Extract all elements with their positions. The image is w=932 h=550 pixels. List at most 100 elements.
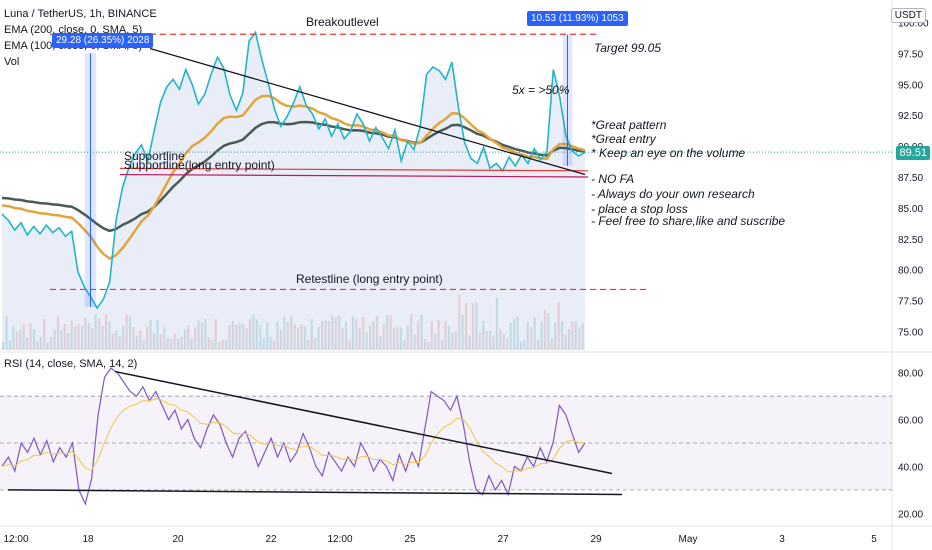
volume-bar	[478, 332, 481, 350]
volume-bar	[94, 314, 97, 350]
volume-bar	[324, 320, 327, 350]
volume-bar	[516, 316, 519, 350]
volume-bar	[156, 319, 159, 350]
note-volume: * Keep an eye on the volume	[591, 146, 746, 160]
volume-bar	[139, 330, 142, 350]
volume-bar	[176, 338, 180, 350]
volume-bar	[571, 321, 574, 350]
volume-bar	[266, 322, 269, 350]
price-tick-label: 85.00	[898, 204, 923, 215]
volume-bar	[231, 320, 234, 350]
volume-bar	[238, 323, 241, 350]
measure-tag-right: 10.53 (11.93%) 1053	[527, 11, 628, 26]
volume-bar	[543, 309, 547, 350]
volume-bar	[386, 315, 389, 350]
volume-bar	[382, 324, 385, 350]
volume-bar	[118, 336, 121, 350]
support-line-2	[119, 173, 589, 178]
breakout-label: Breakoutlevel	[306, 15, 379, 29]
ema100-line	[1, 94, 586, 261]
volume-bar	[413, 334, 416, 350]
volume-bar	[279, 329, 282, 350]
volume-bar	[331, 316, 334, 350]
rsi-tick-label: 20.00	[898, 509, 923, 520]
volume-bar	[128, 316, 132, 350]
volume-bar	[67, 332, 70, 350]
volume-bar	[348, 340, 351, 350]
price-tick-label: 97.50	[898, 49, 923, 60]
volume-bar	[550, 338, 553, 350]
volume-bar	[15, 331, 18, 350]
volume-bar	[214, 319, 217, 350]
volume-bar	[197, 320, 200, 350]
volume-bar	[399, 327, 403, 350]
volume-bar	[440, 340, 444, 350]
volume-bar	[300, 324, 303, 350]
volume-bar	[149, 320, 152, 350]
volume-bar	[122, 325, 125, 350]
volume-bar	[2, 342, 5, 350]
volume-bar	[36, 341, 39, 350]
volume-bar	[170, 338, 173, 350]
time-tick-label: 12:00	[3, 534, 28, 545]
rsi-legend[interactable]: RSI (14, close, SMA, 14, 2)	[4, 358, 138, 370]
volume-bar	[392, 327, 396, 350]
measure-tag-left: 29.28 (26.35%) 2028	[52, 33, 154, 48]
symbol-title[interactable]: Luna / TetherUS, 1h, BINANCE	[4, 8, 157, 20]
volume-bar	[8, 340, 12, 350]
volume-bar	[101, 325, 104, 350]
time-tick-label: 22	[265, 534, 277, 545]
volume-bar	[245, 328, 248, 350]
volume-legend[interactable]: Vol	[4, 56, 20, 68]
volume-bar	[39, 336, 42, 350]
volume-bar	[74, 326, 77, 350]
volume-bar	[451, 333, 454, 350]
volume-bar	[454, 331, 457, 350]
volume-bar	[512, 318, 516, 350]
volume-bar	[540, 321, 543, 350]
volume-bar	[468, 335, 471, 350]
volume-bar	[554, 322, 557, 350]
time-tick-label: 20	[172, 534, 184, 545]
volume-bar	[379, 336, 382, 350]
volume-bar	[22, 324, 25, 350]
price-tick-label: 100.00	[898, 19, 929, 30]
volume-bar	[506, 338, 509, 350]
volume-bar	[416, 320, 420, 350]
volume-bar	[296, 327, 300, 350]
volume-bar	[372, 321, 375, 350]
volume-bar	[159, 334, 162, 350]
volume-bar	[358, 328, 361, 350]
volume-bar	[523, 339, 526, 350]
volume-bar	[255, 319, 258, 350]
currency-button[interactable]: USDT	[890, 8, 926, 23]
volume-bar	[303, 326, 306, 350]
volume-bar	[581, 323, 584, 350]
volume-bar	[547, 313, 550, 350]
volume-bar	[375, 315, 379, 350]
volume-bar	[111, 334, 114, 350]
volume-bar	[235, 324, 238, 350]
volume-bar	[218, 341, 221, 350]
rsi-ma-line	[1, 398, 586, 473]
volume-bar	[492, 335, 495, 350]
price-tick-label: 92.50	[898, 111, 923, 122]
volume-bar	[142, 340, 145, 350]
price-line	[1, 30, 586, 310]
rsi-line	[1, 367, 586, 506]
volume-bar	[12, 326, 15, 350]
volume-bar	[180, 336, 183, 350]
price-area-fill	[2, 32, 585, 351]
volume-bar	[502, 334, 505, 350]
volume-bar	[272, 340, 276, 350]
note-great-entry: *Great entry	[591, 132, 656, 146]
time-tick-label: May	[679, 534, 698, 545]
volume-bar	[84, 317, 87, 350]
volume-bar	[567, 329, 571, 350]
volume-bar	[207, 337, 210, 350]
volume-bar	[53, 329, 56, 350]
volume-bar	[56, 316, 60, 350]
volume-bar	[320, 321, 324, 350]
